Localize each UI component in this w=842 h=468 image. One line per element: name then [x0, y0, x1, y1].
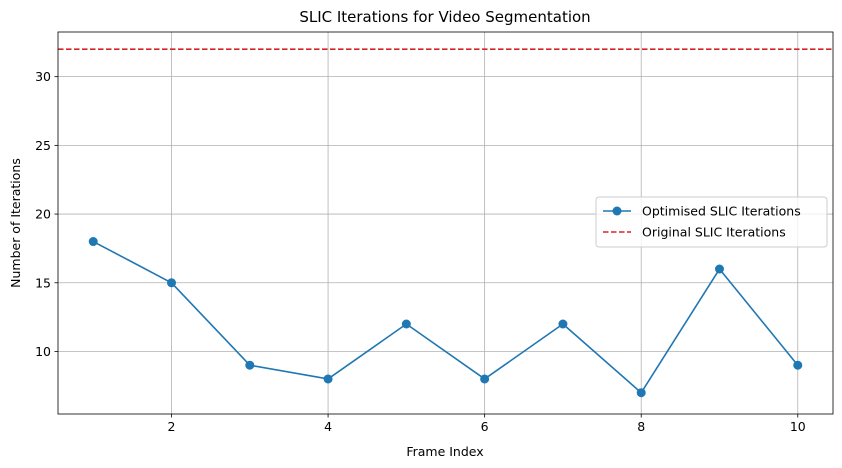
data-point	[323, 374, 333, 384]
legend-box	[595, 196, 828, 248]
x-tick-label: 8	[637, 419, 645, 434]
y-tick-label: 25	[35, 138, 51, 153]
data-point	[636, 388, 646, 398]
x-tick-layer: 2 4 6 8 10	[168, 414, 806, 434]
legend: Optimised SLIC Iterations Original SLIC …	[595, 196, 828, 248]
data-point	[558, 319, 568, 329]
x-tick-label: 2	[168, 419, 176, 434]
y-axis-title: Number of Iterations	[8, 158, 23, 288]
y-tick-label: 15	[35, 275, 51, 290]
data-point	[245, 360, 255, 370]
y-tick-label: 10	[35, 344, 51, 359]
plot-frame	[57, 31, 834, 415]
series-layer	[88, 237, 803, 398]
legend-series-marker	[612, 206, 622, 216]
data-point	[793, 360, 803, 370]
y-tick-label: 30	[35, 69, 51, 84]
legend-label-original: Original SLIC Iterations	[642, 225, 786, 240]
data-point	[88, 237, 98, 247]
y-tick-label: 20	[35, 207, 51, 222]
chart-title: SLIC Iterations for Video Segmentation	[299, 8, 590, 26]
data-point	[480, 374, 490, 384]
legend-label-optimised: Optimised SLIC Iterations	[642, 204, 801, 219]
data-point	[167, 278, 177, 288]
data-point	[714, 264, 724, 274]
x-axis-title: Frame Index	[406, 444, 483, 459]
x-tick-label: 10	[790, 419, 806, 434]
series-line-optimised	[92, 240, 799, 394]
y-tick-layer: 10 15 20 25 30	[35, 69, 58, 359]
data-point	[401, 319, 411, 329]
x-tick-label: 6	[481, 419, 489, 434]
x-tick-label: 4	[324, 419, 332, 434]
